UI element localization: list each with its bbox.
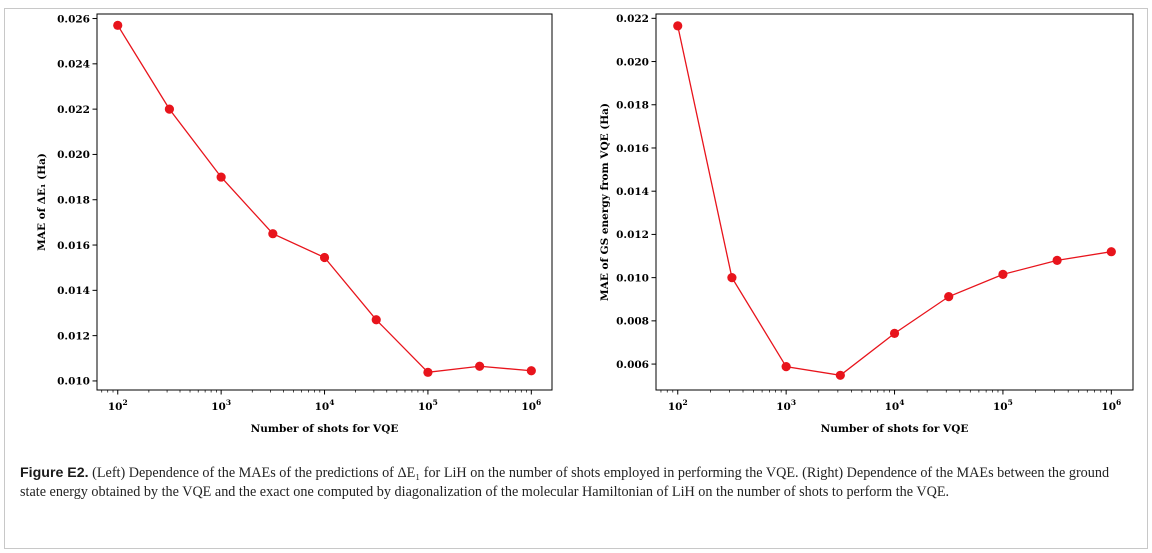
data-point xyxy=(475,361,485,371)
data-point xyxy=(727,273,737,283)
y-tick-label: 0.026 xyxy=(57,13,90,25)
x-tick-label: 103 xyxy=(211,398,231,413)
data-point xyxy=(164,104,175,114)
y-tick-label: 0.022 xyxy=(616,13,649,25)
y-tick-label: 0.016 xyxy=(57,240,90,252)
y-tick-label: 0.016 xyxy=(616,143,649,155)
y-tick-label: 0.020 xyxy=(57,149,90,161)
y-tick-label: 0.006 xyxy=(616,359,649,371)
data-point xyxy=(526,366,536,376)
y-tick-label: 0.018 xyxy=(57,195,90,207)
y-tick-label: 0.012 xyxy=(57,330,90,342)
y-axis-label: MAE of ΔE₁ (Ha) xyxy=(36,153,48,251)
data-point xyxy=(319,252,330,263)
data-point xyxy=(944,292,954,302)
y-tick-label: 0.014 xyxy=(57,285,90,297)
data-point xyxy=(889,328,900,338)
data-point xyxy=(371,315,381,325)
x-tick-label: 105 xyxy=(418,398,438,413)
x-tick-label: 102 xyxy=(108,398,128,413)
figure-charts: 102 103 104 105 106 0.010 0.012 0.014 0.016 0.018… xyxy=(36,13,1134,435)
y-tick-label: 0.008 xyxy=(616,316,649,328)
data-point xyxy=(835,370,845,380)
data-point xyxy=(1106,247,1116,257)
y-tick-label: 0.018 xyxy=(616,100,649,112)
y-tick-label: 0.010 xyxy=(616,272,649,284)
x-tick-label: 106 xyxy=(1101,398,1121,413)
y-tick-label: 0.012 xyxy=(616,229,649,241)
y-tick-label: 0.010 xyxy=(57,376,90,388)
x-tick-label: 103 xyxy=(776,398,796,413)
y-tick-label: 0.022 xyxy=(57,104,90,116)
x-tick-label: 106 xyxy=(521,398,541,413)
x-axis-label: Number of shots for VQE xyxy=(821,423,969,435)
left-chart: 102 103 104 105 106 0.010 0.012 0.014 0.016 0.018… xyxy=(36,13,553,435)
x-tick-label: 104 xyxy=(315,398,335,413)
y-tick-label: 0.020 xyxy=(616,56,649,68)
data-point xyxy=(268,229,278,239)
data-point xyxy=(781,362,791,372)
y-axis-label: MAE of GS energy from VQE (Ha) xyxy=(599,103,611,301)
x-axis-label: Number of shots for VQE xyxy=(251,423,399,435)
data-point xyxy=(998,269,1008,279)
data-point xyxy=(216,172,226,182)
data-point xyxy=(113,20,123,30)
figure-frame xyxy=(4,8,1148,549)
data-point xyxy=(673,21,683,31)
figure-caption: Figure E2. (Left) Dependence of the MAEs… xyxy=(20,464,1135,502)
plot-area xyxy=(96,13,553,391)
data-point xyxy=(1052,255,1062,265)
x-tick-label: 104 xyxy=(885,398,905,413)
series-line xyxy=(677,25,1112,376)
right-chart: 102 103 104 105 106 0.006 0.008 0.010 0.012 0.014… xyxy=(599,13,1134,435)
data-point xyxy=(423,367,433,377)
figure-label: Figure E2. xyxy=(20,465,89,481)
series-line xyxy=(117,24,532,374)
figure-caption-text: (Left) Dependence of the MAEs of the pre… xyxy=(20,465,1110,500)
y-tick-label: 0.024 xyxy=(57,59,90,71)
x-tick-label: 102 xyxy=(668,398,688,413)
x-tick-label: 105 xyxy=(993,398,1013,413)
y-tick-label: 0.014 xyxy=(616,186,649,198)
